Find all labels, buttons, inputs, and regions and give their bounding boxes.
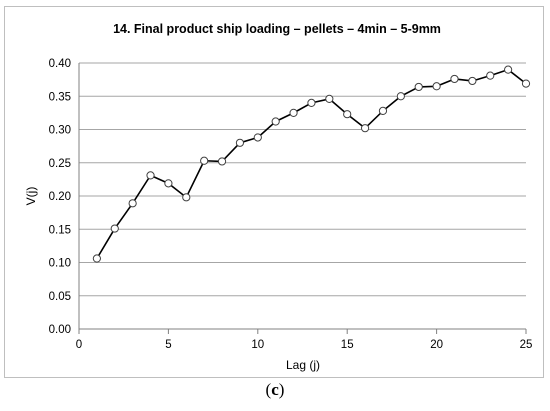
series-v-of-j xyxy=(92,65,531,263)
data-point-lag-9 xyxy=(235,138,245,147)
data-point-lag-8 xyxy=(217,157,227,166)
data-point-lag-19 xyxy=(414,82,423,92)
data-point-lag-5 xyxy=(164,179,173,188)
data-point-lag-12 xyxy=(289,108,298,117)
x-tick-label-25: 25 xyxy=(520,339,533,351)
x-tick-label-0: 0 xyxy=(76,339,82,351)
x-tick-label-20: 20 xyxy=(430,339,443,351)
x-axis: 0 5 10 15 20 25 xyxy=(76,328,533,351)
data-point-lag-18 xyxy=(396,92,405,101)
data-point-lag-16 xyxy=(360,124,370,133)
chart-area: 14. Final product ship loading – pellets… xyxy=(4,6,544,378)
line-chart: 14. Final product ship loading – pellets… xyxy=(24,22,533,372)
data-point-lag-11 xyxy=(271,117,280,126)
data-point-lag-4 xyxy=(146,171,155,180)
caption-close-paren: ) xyxy=(278,380,285,399)
data-point-lag-2 xyxy=(110,224,119,233)
y-tick-label-0.15: 0.15 xyxy=(49,224,71,236)
y-tick-label-0.25: 0.25 xyxy=(49,158,71,170)
y-tick-label-0.35: 0.35 xyxy=(49,91,71,103)
data-point-lag-1 xyxy=(92,254,101,263)
data-point-lag-20 xyxy=(432,82,441,91)
y-axis: 0.00 0.05 0.10 0.15 0.20 0.25 0.30 0.35 0.40 xyxy=(49,58,80,336)
data-point-lag-21 xyxy=(450,74,459,84)
data-point-lag-13 xyxy=(307,98,316,108)
data-point-lag-7 xyxy=(200,156,209,165)
x-tick-label-5: 5 xyxy=(165,339,171,351)
y-tick-label-0.00: 0.00 xyxy=(49,324,71,336)
y-tick-label-0.30: 0.30 xyxy=(49,125,71,137)
data-point-lag-6 xyxy=(182,193,191,202)
y-tick-label-0.20: 0.20 xyxy=(49,191,71,203)
x-tick-label-10: 10 xyxy=(251,339,264,351)
chart-title: 14. Final product ship loading – pellets… xyxy=(113,22,441,36)
data-point-lag-22 xyxy=(468,76,477,86)
caption-open-paren: ( xyxy=(265,380,272,399)
data-point-lag-17 xyxy=(378,106,388,115)
data-point-lag-24 xyxy=(504,65,513,74)
caption-letter: c xyxy=(271,380,279,399)
x-axis-label: Lag (j) xyxy=(286,358,320,372)
panel-caption: (c) xyxy=(0,380,550,400)
y-tick-label-0.40: 0.40 xyxy=(49,58,71,70)
data-point-lag-10 xyxy=(253,133,262,142)
y-tick-label-0.05: 0.05 xyxy=(49,291,71,303)
x-tick-label-15: 15 xyxy=(341,339,354,351)
y-tick-label-0.10: 0.10 xyxy=(49,258,71,270)
data-point-lag-23 xyxy=(486,71,495,80)
gridlines xyxy=(79,62,526,297)
series-line xyxy=(96,68,527,259)
data-point-lag-25 xyxy=(521,79,531,88)
data-point-lag-15 xyxy=(343,110,352,119)
y-axis-label: V(j) xyxy=(24,187,38,206)
data-point-lag-3 xyxy=(128,199,137,208)
data-point-lag-14 xyxy=(325,94,334,104)
